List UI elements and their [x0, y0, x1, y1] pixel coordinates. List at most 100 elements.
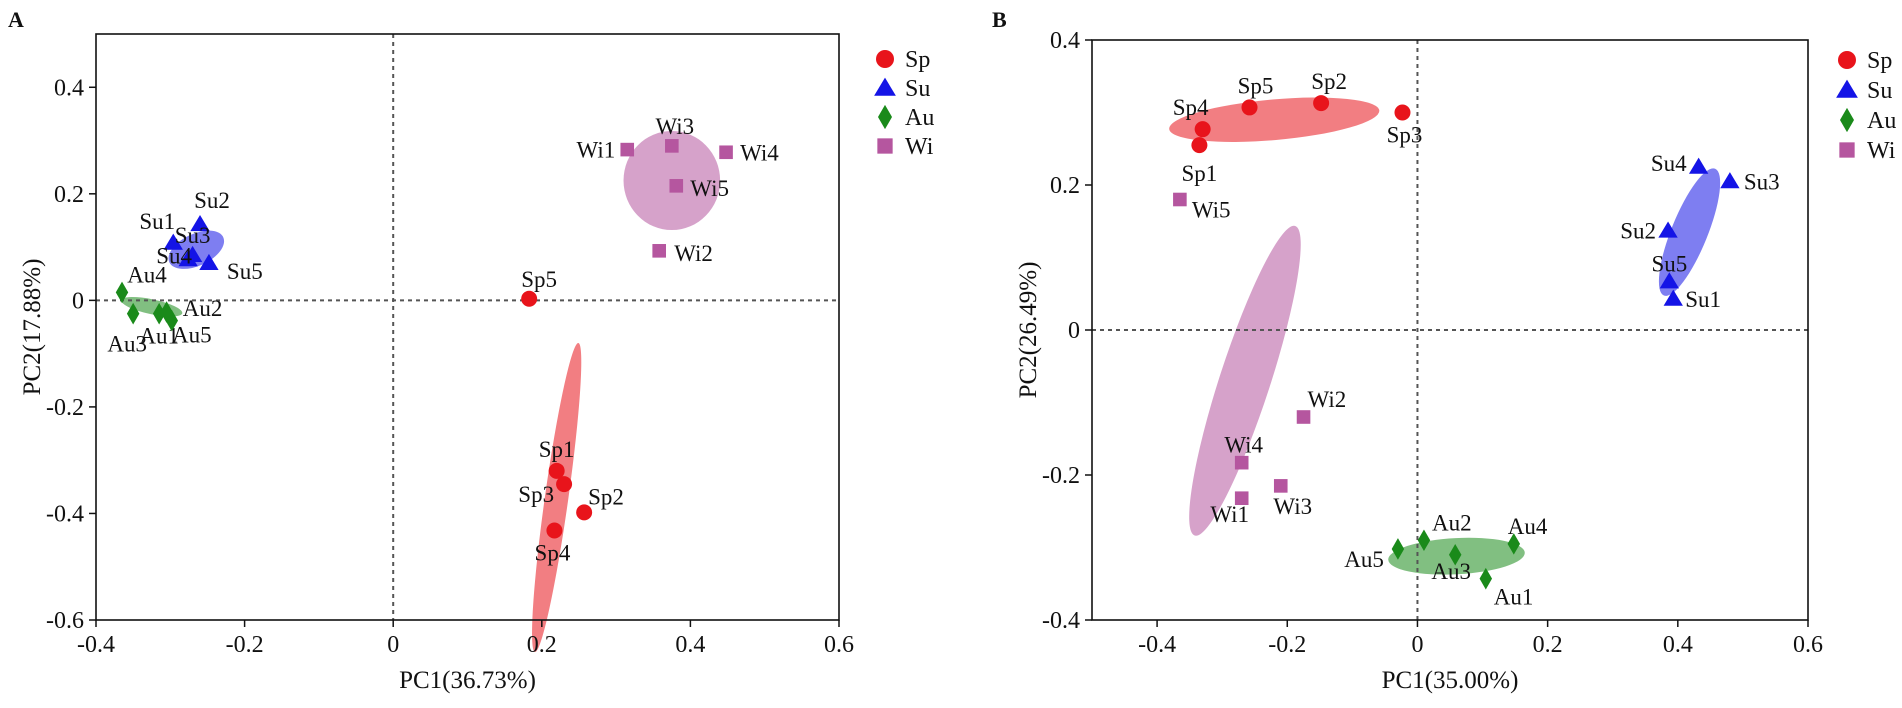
data-label-su3: Su3: [175, 223, 211, 248]
y-tick-label: -0.2: [46, 395, 84, 421]
x-tick-label: -0.4: [77, 632, 115, 658]
y-tick-label: -0.2: [1042, 463, 1080, 489]
y-tick-label: 0: [72, 288, 84, 314]
confidence-ellipse-wi: [1189, 225, 1301, 536]
data-point-sp4: [1194, 121, 1211, 138]
legend-label-au: Au: [1867, 108, 1896, 134]
data-point-sp1: [1191, 137, 1208, 154]
data-label-su5: Su5: [1651, 251, 1687, 276]
legend-marker-sp: [876, 50, 894, 68]
legend-label-su: Su: [905, 76, 930, 102]
legend-label-wi: Wi: [905, 134, 934, 160]
legend-label-wi: Wi: [1867, 138, 1896, 164]
x-tick-label: -0.4: [1138, 632, 1176, 658]
data-label-au2: Au2: [183, 296, 223, 321]
data-point-au3: [1448, 543, 1462, 566]
legend-marker-au: [877, 104, 893, 130]
x-tick-label: 0.6: [824, 632, 854, 658]
data-point-au1: [1479, 567, 1493, 590]
data-point-su2: [190, 214, 210, 232]
legend-label-su: Su: [1867, 78, 1892, 104]
x-tick-label: 0.4: [675, 632, 705, 658]
confidence-ellipse-su: [1658, 168, 1721, 296]
x-axis-label: PC1(35.00%): [1382, 667, 1519, 694]
x-tick-label: 0: [387, 632, 399, 658]
data-point-wi3: [665, 139, 679, 153]
data-label-su3: Su3: [1744, 169, 1780, 194]
data-label-sp1: Sp1: [539, 437, 575, 462]
data-point-au4: [115, 281, 129, 304]
data-label-au5: Au5: [1344, 547, 1384, 572]
data-point-su1: [1663, 289, 1683, 306]
data-label-au5: Au5: [172, 323, 212, 348]
panel-letter: B: [992, 7, 1007, 32]
legend-marker-su: [1836, 79, 1858, 98]
legend-label-sp: Sp: [905, 47, 930, 73]
data-label-wi1: Wi1: [1210, 502, 1249, 527]
data-label-su2: Su2: [1620, 219, 1656, 244]
data-point-wi1: [1234, 491, 1249, 505]
data-point-wi4: [719, 145, 733, 160]
data-label-au1: Au1: [1494, 585, 1534, 610]
legend-marker-su: [874, 77, 896, 96]
x-tick-label: 0.4: [1663, 632, 1693, 658]
data-label-su1: Su1: [1685, 287, 1721, 312]
data-point-au3: [126, 302, 140, 325]
data-label-au3: Au3: [107, 332, 147, 357]
data-point-wi5: [669, 179, 684, 193]
data-label-sp3: Sp3: [518, 482, 554, 507]
x-tick-label: 0.6: [1793, 632, 1823, 658]
data-label-su2: Su2: [194, 188, 230, 213]
data-point-wi1: [620, 142, 635, 157]
data-label-sp5: Sp5: [521, 267, 557, 292]
panel-b: B -0.4 -0.2 0 0.2 0.4 0.6 -0.4 -0.2 0 0.2 0.4 PC1(35…: [992, 7, 1896, 694]
data-point-su5: [199, 253, 219, 270]
data-label-sp1: Sp1: [1182, 161, 1218, 186]
y-tick-label: 0.2: [54, 182, 84, 208]
data-point-wi4: [1234, 455, 1249, 470]
y-axis-label: PC2(26.49%): [1015, 262, 1042, 399]
data-label-wi1: Wi1: [577, 138, 616, 163]
y-tick-label: 0.4: [1050, 28, 1080, 54]
data-label-wi3: Wi3: [1273, 494, 1312, 519]
data-point-sp5: [1241, 99, 1258, 116]
legend-marker-wi: [1839, 142, 1855, 158]
data-label-au4: Au4: [1508, 514, 1548, 539]
data-point-au4: [1507, 533, 1521, 555]
x-tick-label: -0.2: [1268, 632, 1306, 658]
y-tick-label: 0.2: [1050, 173, 1080, 199]
data-label-wi4: Wi4: [1224, 433, 1263, 458]
data-point-su1: [163, 233, 183, 250]
data-label-sp5: Sp5: [1238, 73, 1274, 98]
x-tick-label: 0.2: [527, 632, 557, 658]
data-label-wi2: Wi2: [1308, 387, 1347, 412]
data-point-su5: [1659, 272, 1680, 289]
data-label-au3: Au3: [1431, 559, 1471, 584]
y-tick-label: 0.4: [54, 75, 84, 101]
data-point-sp2: [576, 504, 593, 521]
panel-letter: A: [8, 7, 24, 32]
confidence-ellipse-sp: [532, 342, 582, 652]
data-label-sp4: Sp4: [1173, 95, 1209, 120]
data-point-au1: [152, 302, 166, 325]
data-label-au4: Au4: [127, 262, 167, 287]
data-label-sp2: Sp2: [588, 484, 624, 509]
data-label-sp2: Sp2: [1311, 69, 1347, 94]
data-point-wi2: [1296, 410, 1311, 424]
data-point-su2: [1658, 221, 1678, 238]
data-label-au2: Au2: [1432, 510, 1472, 535]
data-point-su3: [1720, 172, 1740, 189]
y-tick-label: -0.4: [46, 501, 84, 527]
data-label-wi2: Wi2: [674, 241, 713, 266]
data-label-su4: Su4: [156, 243, 192, 268]
data-point-au2: [1417, 529, 1431, 552]
data-point-wi3: [1273, 479, 1288, 493]
y-tick-label: -0.4: [1042, 608, 1080, 634]
data-point-au5: [165, 309, 179, 332]
data-point-sp2: [1313, 95, 1330, 112]
y-tick-label: 0: [1068, 318, 1080, 344]
data-point-au5: [1391, 538, 1405, 560]
data-point-wi2: [652, 244, 666, 258]
x-axis-label: PC1(36.73%): [399, 667, 536, 694]
